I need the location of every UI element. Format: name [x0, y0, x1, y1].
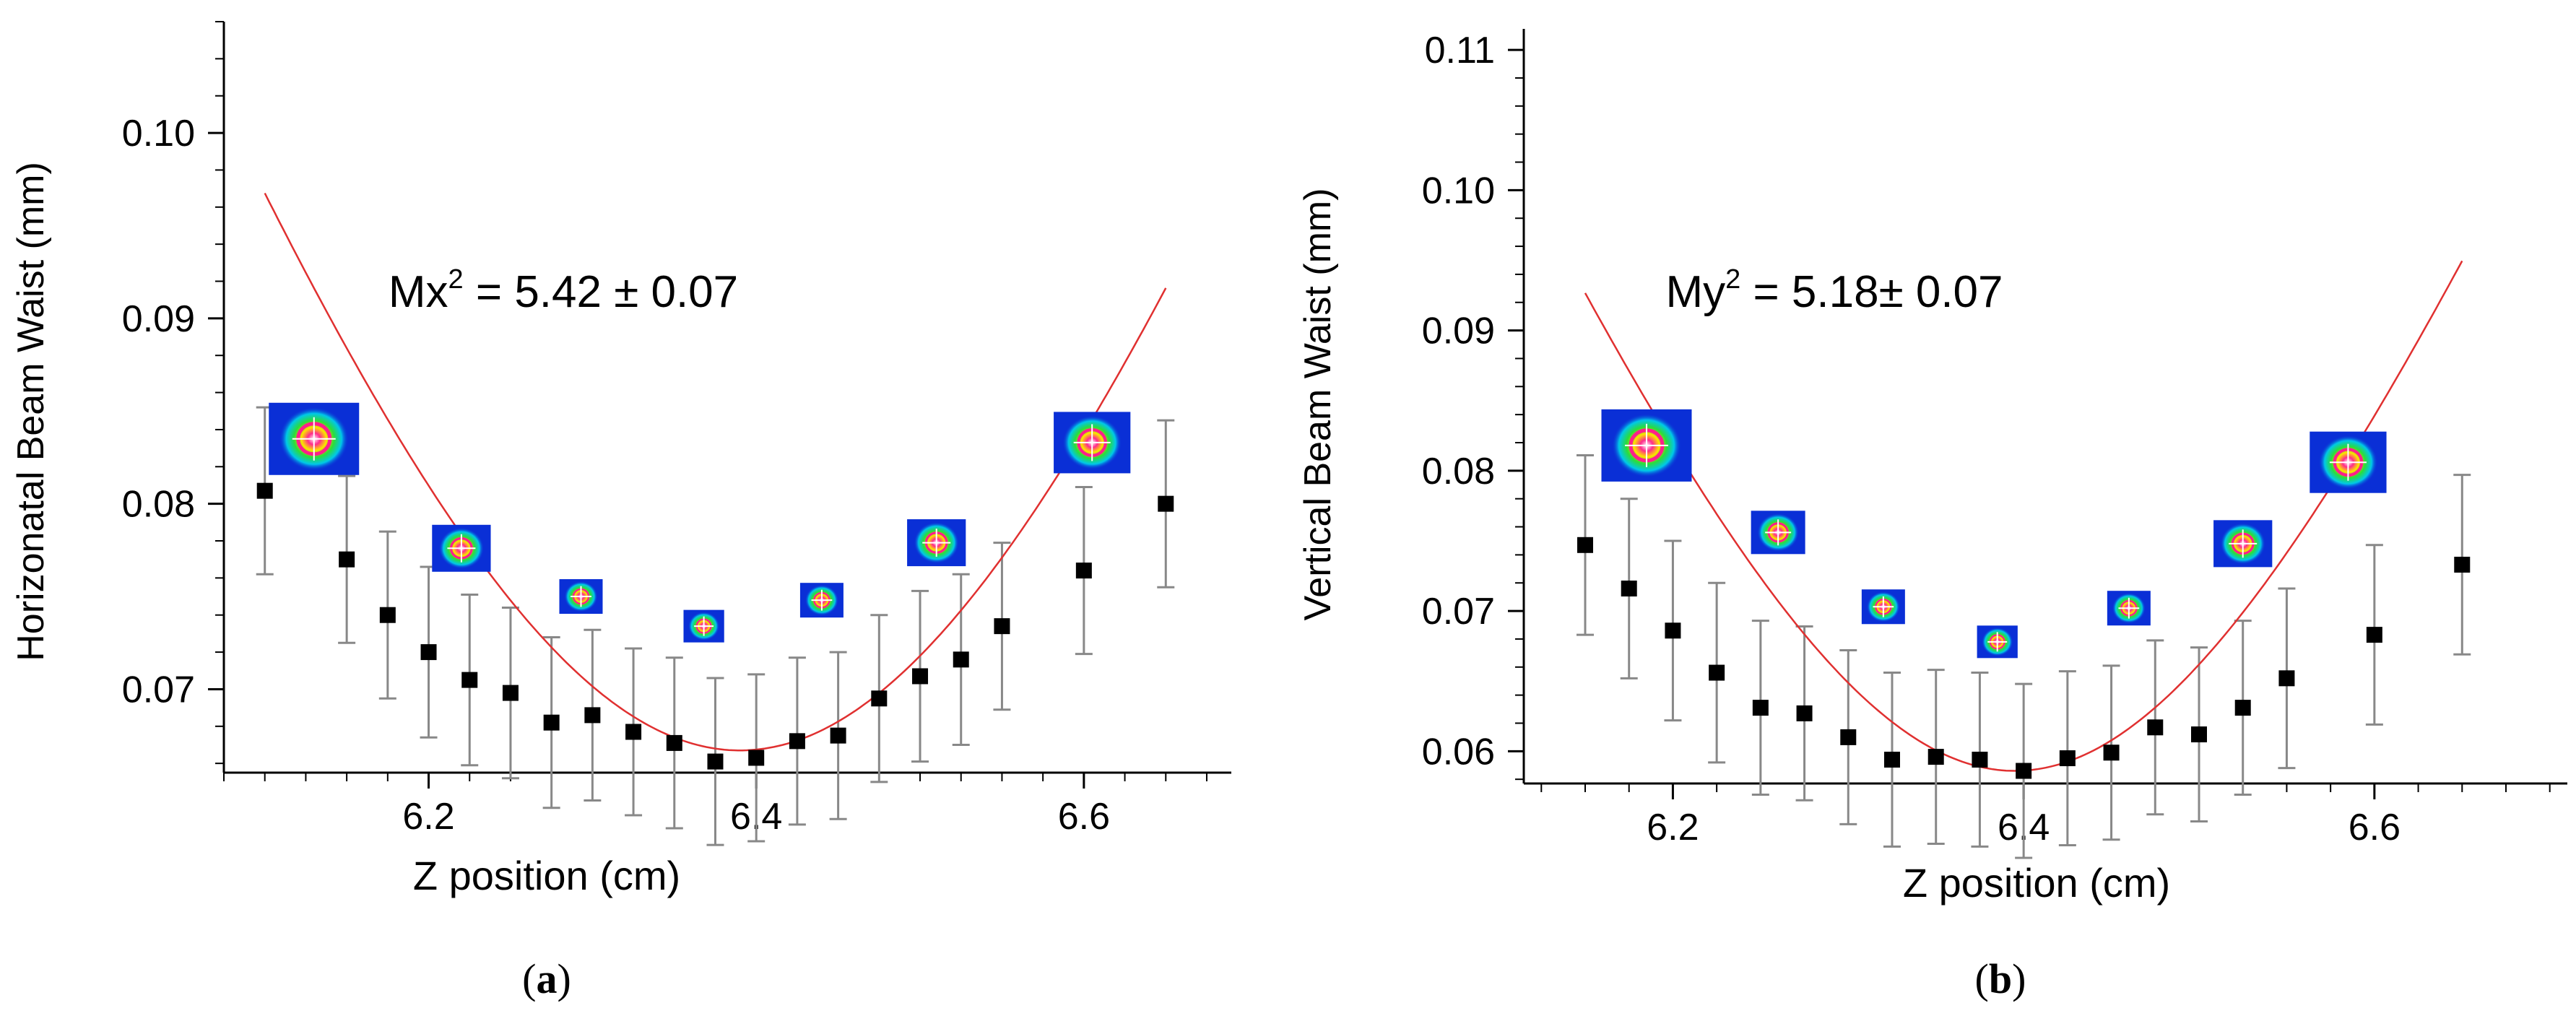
beam-profile-inset: [1861, 589, 1905, 625]
chart-a-data-point: [379, 607, 396, 623]
chart-b-data-point: [1709, 664, 1725, 681]
chart-b-y-tick-label: 0.10: [1422, 170, 1495, 212]
chart-a-data-point: [461, 672, 478, 688]
chart-b-data-point: [2454, 556, 2471, 573]
chart-a-data-point: [912, 668, 929, 685]
chart-b-data-point: [2147, 719, 2164, 736]
beam-profile-inset: [1601, 409, 1692, 482]
chart-a-data-point: [871, 690, 888, 707]
plot-area-b: 0.060.070.080.090.100.116.2 6.4 6.6: [1422, 29, 2567, 859]
chart-b-data-point: [2059, 750, 2076, 767]
chart-a-data-point: [666, 734, 682, 751]
chart-a-x-tick-label: 6.6: [1058, 796, 1110, 838]
chart-a-y-tick-label: 0.07: [122, 669, 195, 711]
chart-a-x-axis-label: Z position (cm): [413, 853, 680, 898]
chart-a-data-point: [584, 707, 601, 724]
beam-profile-inset: [1751, 511, 1805, 555]
chart-b-data-point: [2016, 763, 2032, 779]
chart-a-data-point: [1075, 563, 1092, 579]
chart-a-data-point: [707, 753, 724, 770]
beam-profile-inset: [269, 402, 360, 475]
chart-b-data-point: [1752, 700, 1769, 716]
chart-b-y-tick-label: 0.08: [1422, 451, 1495, 492]
chart-b-y-tick-label: 0.11: [1425, 30, 1495, 71]
beam-profile-inset: [432, 524, 491, 572]
beam-profile-inset: [1054, 412, 1131, 474]
chart-a-y-tick-label: 0.10: [122, 113, 195, 155]
chart-a-x-tick-label: 6.2: [402, 796, 454, 838]
chart-a-y-tick-label: 0.08: [122, 484, 195, 526]
chart-b-panel-label: (b): [1975, 955, 2026, 1002]
chart-a-data-point: [420, 644, 437, 661]
chart-b-data-point: [1972, 751, 1988, 768]
chart-a-data-point: [1158, 495, 1174, 512]
chart-a-panel-label: (a): [522, 955, 571, 1002]
chart-b-data-point: [1884, 751, 1900, 768]
beam-profile-inset: [799, 583, 844, 618]
chart-b-data-point: [2366, 627, 2382, 643]
beam-profile-inset: [2213, 520, 2273, 568]
chart-b-data-point: [1840, 729, 1857, 745]
chart-a-data-point: [830, 727, 846, 744]
chart-a-data-point: [994, 618, 1010, 635]
chart-b-data-point: [2278, 670, 2295, 687]
chart-b-data-point: [2234, 700, 2251, 716]
chart-b-annotation: My2 = 5.18± 0.07: [1665, 264, 2003, 317]
chart-b-data-point: [1665, 622, 1681, 639]
beam-profile-inset: [1977, 625, 2018, 659]
chart-a-data-point: [502, 685, 519, 701]
beam-profile-inset: [2310, 431, 2387, 493]
chart-b-data-point: [1621, 581, 1637, 597]
chart-a-data-point: [789, 733, 805, 750]
chart-a-y-tick-label: 0.09: [122, 298, 195, 340]
chart-b-data-point: [1927, 749, 1944, 765]
chart-b-y-tick-label: 0.09: [1422, 311, 1495, 352]
chart-b-x-axis-label: Z position (cm): [1903, 860, 2170, 906]
chart-a-data-point: [953, 651, 969, 668]
beam-profile-inset: [907, 519, 966, 567]
chart-a-fit-curve: [264, 192, 1167, 752]
chart-a-data-point: [256, 482, 273, 499]
chart-a-data-point: [339, 551, 355, 568]
beam-profile-inset: [683, 609, 724, 643]
chart-b-y-tick-label: 0.07: [1422, 591, 1495, 633]
plot-area-a: 0.070.080.090.106.2 6.4 6.6: [122, 21, 1231, 846]
chart-a-data-point: [625, 724, 642, 740]
chart-b-data-point: [2103, 744, 2120, 761]
chart-b-data-point: [1577, 537, 1593, 553]
chart-b-data-point: [2191, 726, 2207, 743]
beam-profile-inset: [559, 579, 603, 615]
chart-b-y-axis-label: Vertical Beam Waist (mm): [1297, 188, 1339, 620]
chart-a-data-point: [543, 714, 560, 731]
chart-b-y-tick-label: 0.06: [1422, 731, 1495, 773]
chart-b-data-point: [1796, 705, 1813, 721]
chart-a-annotation: Mx2 = 5.42 ± 0.07: [389, 264, 738, 317]
beam-profile-inset: [2107, 591, 2151, 626]
chart-panel-b: 0.060.070.080.090.100.116.2 6.4 6.6 My2 = …: [1297, 29, 2567, 1002]
chart-a-y-axis-label: Horizonatal Beam Waist (mm): [10, 162, 52, 661]
chart-b-x-tick-label: 6.2: [1647, 807, 1699, 848]
chart-b-x-tick-label: 6.6: [2349, 807, 2401, 848]
chart-a-data-point: [748, 750, 765, 766]
chart-panel-a: 0.070.080.090.106.2 6.4 6.6 Mx2 = 5.42 ± 0…: [10, 21, 1231, 1002]
